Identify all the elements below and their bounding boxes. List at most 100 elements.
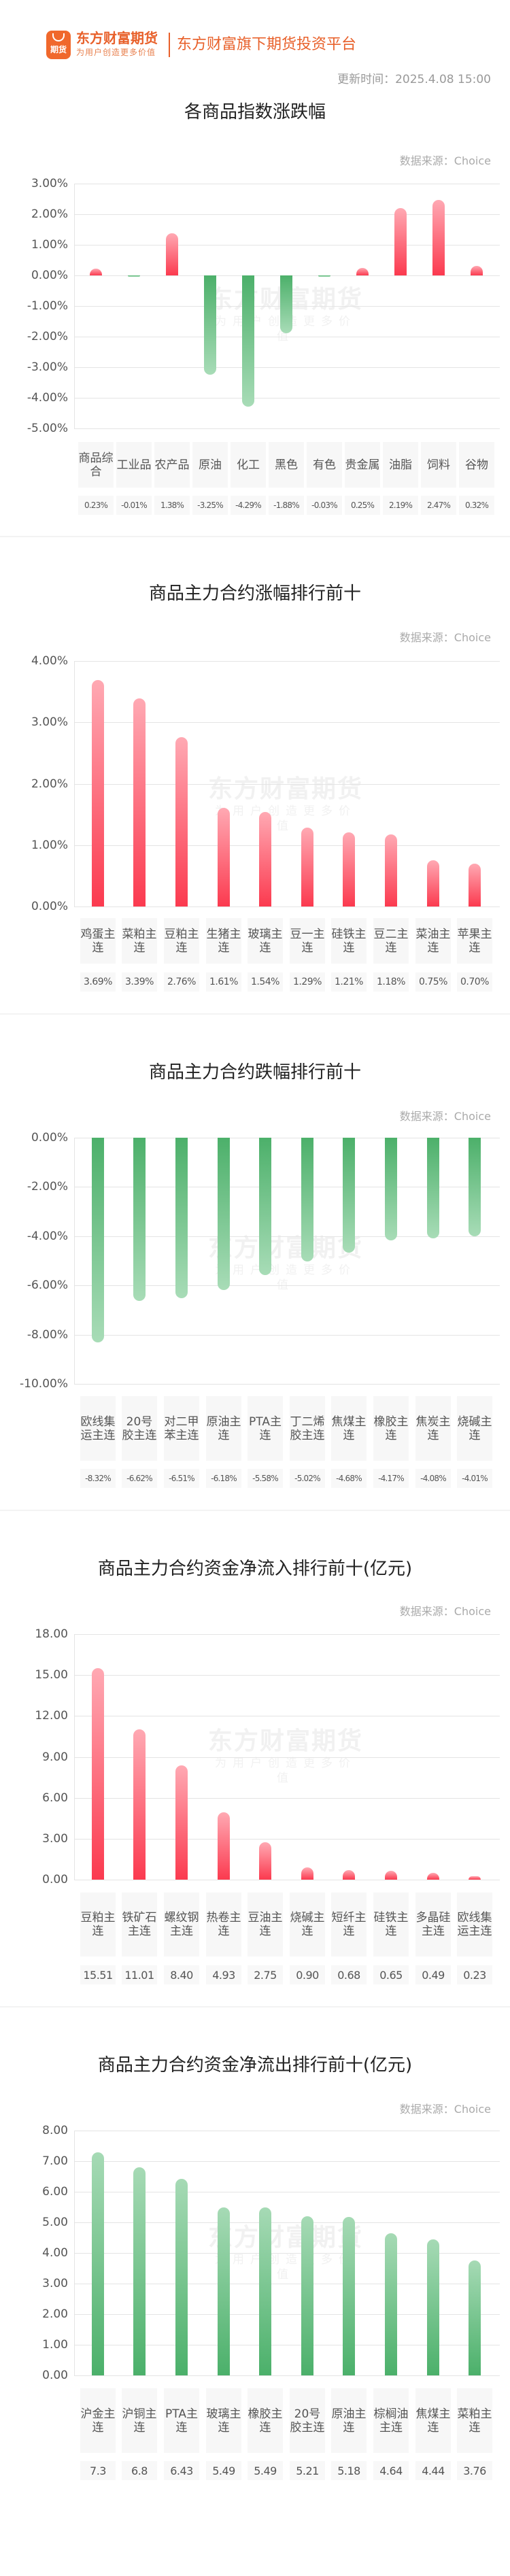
value-label: -4.68% xyxy=(331,1469,367,1488)
y-tick-label: 7.00 xyxy=(42,2154,68,2168)
bar[interactable] xyxy=(175,2178,188,2375)
value-label: 0.32% xyxy=(459,496,494,515)
bar[interactable] xyxy=(218,1138,230,1290)
x-category-label: 油脂 xyxy=(383,442,418,488)
value-label: 5.49 xyxy=(206,2461,241,2480)
gridline xyxy=(74,661,500,662)
bar[interactable] xyxy=(259,1138,271,1275)
data-source-label: 数据来源：Choice xyxy=(399,154,491,167)
bar[interactable] xyxy=(301,1138,313,1261)
value-label: 5.49 xyxy=(248,2461,283,2480)
bar[interactable] xyxy=(175,1765,188,1880)
y-axis-line xyxy=(74,661,75,906)
bar[interactable] xyxy=(92,679,104,906)
bar[interactable] xyxy=(343,1138,355,1253)
bar[interactable] xyxy=(92,1138,104,1343)
bar[interactable] xyxy=(280,275,292,333)
gridline xyxy=(74,367,500,368)
bar[interactable] xyxy=(128,275,140,277)
bar[interactable] xyxy=(318,275,330,277)
bar[interactable] xyxy=(301,827,313,906)
bar[interactable] xyxy=(343,2216,355,2375)
bar[interactable] xyxy=(204,275,216,375)
y-tick-label: 4.00 xyxy=(42,2246,68,2260)
value-label: -6.62% xyxy=(122,1469,157,1488)
y-tick-label: 3.00% xyxy=(31,177,68,190)
x-category-label: 有色 xyxy=(307,442,342,488)
bar[interactable] xyxy=(133,1138,146,1301)
chart-title: 商品主力合约跌幅排行前十 xyxy=(148,1062,361,1083)
x-category-label: 螺纹钢主连 xyxy=(164,1893,199,1956)
bar[interactable] xyxy=(259,1842,271,1880)
x-category-label: 商品综合 xyxy=(78,442,114,488)
bar[interactable] xyxy=(427,860,439,906)
bar[interactable] xyxy=(469,1138,481,1237)
bar[interactable] xyxy=(356,267,369,275)
bar[interactable] xyxy=(385,1870,397,1880)
brand-tagline: 东方财富旗下期货投资平台 xyxy=(177,36,357,53)
y-tick-label: -2.00% xyxy=(27,1180,68,1193)
plot-area xyxy=(74,1634,500,1880)
bar[interactable] xyxy=(432,199,445,275)
y-tick-label: -1.00% xyxy=(27,299,68,313)
bar[interactable] xyxy=(385,1138,397,1240)
value-label: 2.75 xyxy=(248,1965,283,1984)
bar[interactable] xyxy=(469,1876,481,1880)
x-category-label: 20号胶主连 xyxy=(122,1396,157,1461)
bar[interactable] xyxy=(471,265,483,275)
bar[interactable] xyxy=(394,208,407,275)
bar[interactable] xyxy=(385,834,397,906)
x-category-label: 沪金主连 xyxy=(80,2388,116,2453)
bar[interactable] xyxy=(175,736,188,906)
bar[interactable] xyxy=(133,698,146,906)
bar[interactable] xyxy=(92,1667,104,1880)
y-tick-label: -4.00% xyxy=(27,1230,68,1243)
gridline xyxy=(74,1798,500,1799)
x-category-label: 对二甲苯主连 xyxy=(164,1396,199,1461)
logo-text: 期货 xyxy=(50,45,67,54)
bar[interactable] xyxy=(301,2216,313,2375)
gridline xyxy=(74,2253,500,2254)
bar[interactable] xyxy=(469,2260,481,2375)
plot-area xyxy=(74,1138,500,1385)
y-tick-label: 1.00 xyxy=(42,2338,68,2352)
bar[interactable] xyxy=(259,812,271,906)
bar[interactable] xyxy=(301,1867,313,1880)
gridline xyxy=(74,2375,500,2376)
x-category-label: 工业品 xyxy=(116,442,152,488)
bar[interactable] xyxy=(175,1138,188,1298)
bar[interactable] xyxy=(469,863,481,906)
data-source-label: 数据来源：Choice xyxy=(399,1110,491,1123)
bar[interactable] xyxy=(427,1138,439,1238)
y-tick-label: 0.00% xyxy=(31,900,68,913)
value-label: 5.18 xyxy=(331,2461,367,2480)
bar[interactable] xyxy=(259,2207,271,2375)
value-label: 2.47% xyxy=(421,496,456,515)
bar[interactable] xyxy=(242,275,254,407)
x-category-label: 欧线集运主连 xyxy=(80,1396,116,1461)
y-tick-label: 6.00 xyxy=(42,1791,68,1805)
bar[interactable] xyxy=(343,832,355,906)
value-label: -5.02% xyxy=(290,1469,325,1488)
bar[interactable] xyxy=(92,2152,104,2375)
value-label: -4.29% xyxy=(231,496,266,515)
bar[interactable] xyxy=(427,1873,439,1880)
x-category-label: 化工 xyxy=(231,442,266,488)
bar[interactable] xyxy=(90,268,102,275)
data-source-label: 数据来源：Choice xyxy=(399,1605,491,1618)
x-category-label: 黑色 xyxy=(269,442,304,488)
bar[interactable] xyxy=(218,2207,230,2375)
chart-title: 商品主力合约资金净流出排行前十(亿元) xyxy=(97,2055,413,2075)
bar[interactable] xyxy=(343,1870,355,1880)
bar[interactable] xyxy=(133,1729,146,1880)
bar[interactable] xyxy=(133,2167,146,2375)
bar[interactable] xyxy=(427,2239,439,2375)
bar[interactable] xyxy=(218,807,230,906)
bar[interactable] xyxy=(166,233,178,275)
bar[interactable] xyxy=(385,2233,397,2375)
bar[interactable] xyxy=(218,1812,230,1880)
y-tick-label: 3.00 xyxy=(42,2277,68,2290)
value-label: 3.39% xyxy=(122,972,157,992)
gridline xyxy=(74,1236,500,1237)
x-category-label: 玻璃主连 xyxy=(248,918,283,964)
